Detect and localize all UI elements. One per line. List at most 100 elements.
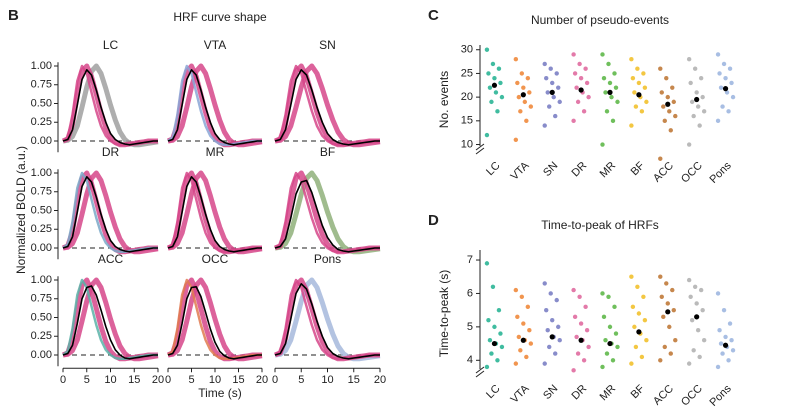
data-point — [519, 294, 525, 299]
data-point — [542, 61, 547, 67]
data-point — [615, 344, 620, 350]
data-point — [604, 109, 610, 114]
data-point — [662, 344, 667, 350]
x-tick-label: 10 — [209, 374, 221, 386]
mean-point — [636, 329, 642, 335]
x-tick-label: ACC — [651, 160, 676, 185]
data-point — [545, 328, 550, 333]
data-point — [553, 351, 558, 356]
data-point — [495, 109, 500, 114]
data-point — [498, 80, 503, 86]
data-point — [519, 71, 525, 76]
data-point — [658, 274, 663, 279]
data-point — [527, 90, 532, 95]
data-point — [691, 113, 696, 119]
data-point — [556, 324, 561, 330]
data-point — [553, 113, 558, 119]
data-point — [662, 118, 667, 124]
data-point — [615, 99, 620, 105]
data-point — [639, 354, 645, 360]
data-point — [586, 344, 591, 350]
data-point — [489, 351, 494, 356]
data-point — [658, 156, 663, 161]
x-tick-label: 10 — [104, 374, 116, 386]
mean-point — [722, 86, 729, 92]
data-point — [730, 94, 736, 100]
data-point — [542, 361, 547, 366]
data-point — [723, 334, 728, 340]
mean-point — [694, 96, 700, 103]
data-point — [727, 66, 733, 71]
data-point — [671, 99, 676, 105]
mean-point — [520, 92, 526, 98]
data-point — [692, 284, 698, 289]
data-point — [572, 71, 578, 76]
data-point — [524, 354, 529, 360]
panel-label: D — [428, 212, 439, 229]
data-point — [686, 142, 692, 147]
data-point — [544, 75, 549, 81]
data-point — [545, 90, 550, 95]
data-point — [528, 341, 534, 346]
y-tick-label: 6 — [467, 287, 473, 299]
hrf-curve — [167, 69, 262, 146]
data-point — [495, 358, 500, 363]
y-tick-label: 15 — [461, 115, 473, 127]
y-tick-label: 0.75 — [31, 293, 52, 305]
data-point — [701, 338, 707, 343]
data-point — [668, 351, 673, 356]
panel-title: ACC — [98, 252, 124, 266]
data-point — [659, 294, 664, 299]
y-tick-label: 0.50 — [31, 311, 52, 323]
data-point — [610, 118, 616, 124]
data-point — [668, 128, 673, 133]
data-point — [603, 338, 608, 343]
data-point — [665, 94, 670, 100]
mean-point — [636, 92, 642, 98]
data-point — [522, 99, 528, 105]
x-tick-label: ACC — [651, 383, 676, 408]
x-tick-label: SN — [541, 160, 560, 179]
x-tick-label: Pons — [708, 382, 735, 409]
data-point — [686, 361, 692, 366]
y-tick-label: 5 — [467, 321, 473, 333]
axis-break — [475, 366, 485, 374]
data-point — [644, 99, 649, 105]
data-point — [610, 358, 616, 363]
data-point — [551, 94, 556, 100]
x-tick-label: LC — [484, 160, 502, 178]
x-tick-label: MR — [598, 383, 619, 404]
data-point — [524, 118, 529, 124]
data-point — [689, 317, 695, 323]
x-tick-label: VTA — [508, 382, 532, 406]
data-point — [584, 328, 590, 333]
data-point — [516, 94, 522, 100]
x-tick-label: 10 — [321, 374, 333, 386]
data-point — [607, 324, 613, 330]
data-point — [635, 284, 640, 289]
data-point — [665, 301, 670, 306]
mean-point — [549, 89, 555, 95]
data-point — [633, 104, 639, 109]
y-tick-label: 0.75 — [31, 79, 52, 91]
data-point — [671, 307, 676, 313]
data-point — [575, 351, 581, 356]
data-point — [697, 354, 702, 360]
data-point — [492, 324, 497, 330]
y-tick-label: 0.00 — [31, 242, 52, 254]
data-point — [636, 311, 642, 316]
data-point — [574, 85, 579, 90]
data-point — [487, 85, 493, 90]
data-point — [715, 291, 721, 296]
data-point — [584, 80, 590, 86]
data-point — [642, 85, 648, 90]
data-point — [659, 90, 664, 95]
data-point — [727, 321, 733, 326]
data-point — [577, 61, 582, 67]
data-point — [717, 328, 722, 333]
data-point — [499, 94, 505, 100]
mean-point — [578, 87, 584, 93]
data-point — [521, 85, 526, 90]
data-point — [661, 314, 666, 320]
data-point — [604, 351, 610, 356]
